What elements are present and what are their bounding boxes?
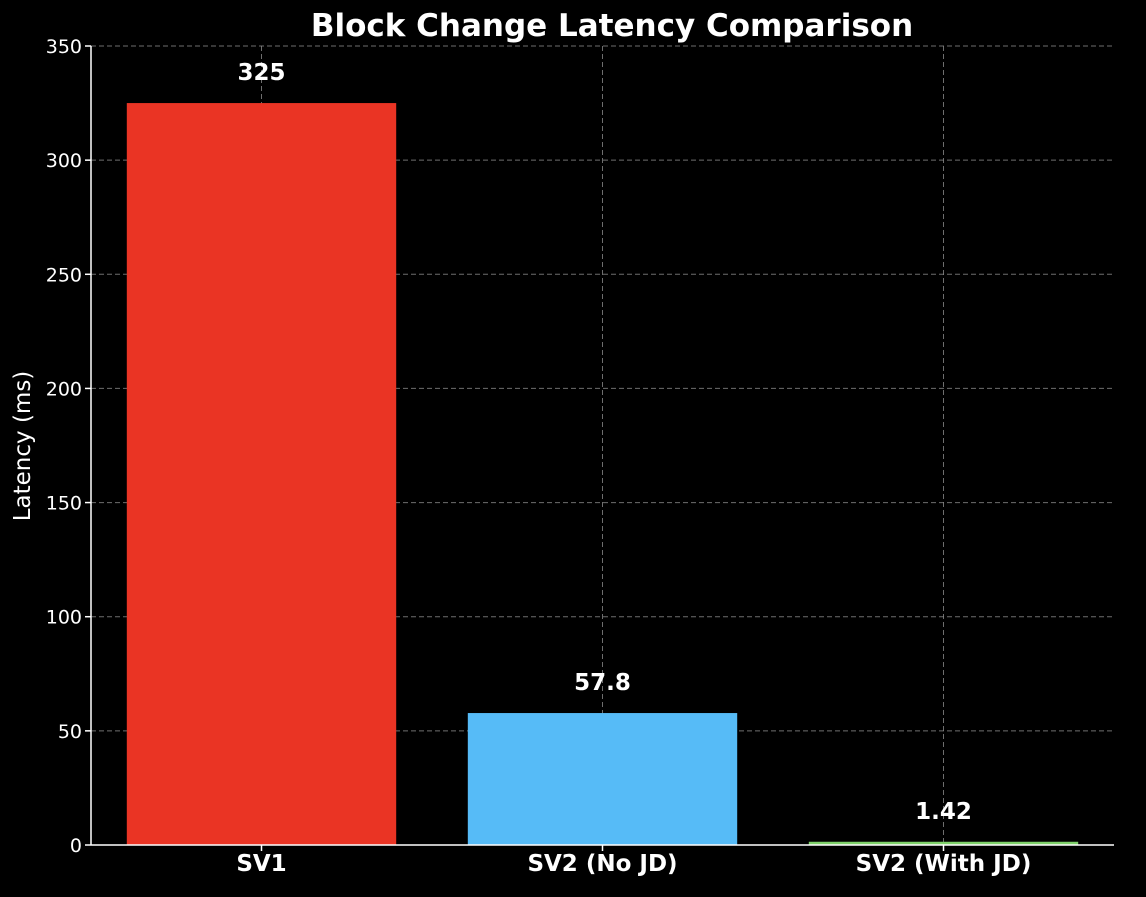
- y-tick-label: 50: [58, 721, 82, 743]
- chart-title: Block Change Latency Comparison: [311, 8, 913, 44]
- y-tick-label: 150: [46, 493, 82, 515]
- bars: [126, 103, 1079, 846]
- bar-value-label: 325: [237, 60, 285, 86]
- y-axis-label: Latency (ms): [10, 371, 36, 522]
- bar-value-label: 57.8: [574, 670, 631, 696]
- y-tick-label: 300: [46, 150, 82, 172]
- x-tick-label: SV2 (With JD): [856, 851, 1032, 877]
- x-tick-label: SV1: [236, 851, 286, 877]
- y-tick-label: 250: [46, 264, 82, 286]
- bar-value-label: 1.42: [915, 799, 972, 825]
- y-tick-label: 100: [46, 607, 82, 629]
- y-tick-label: 0: [70, 835, 82, 857]
- y-tick-label: 200: [46, 378, 82, 400]
- bar: [467, 713, 738, 845]
- axes: [85, 45, 1114, 851]
- x-tick-label: SV2 (No JD): [527, 851, 677, 877]
- bar: [126, 103, 397, 846]
- bar: [808, 841, 1079, 845]
- y-tick-label: 350: [46, 36, 82, 58]
- labels: 0 50 100 150 200 250 300 350 SV1 SV2 (No JD) SV2 (…: [46, 36, 1032, 877]
